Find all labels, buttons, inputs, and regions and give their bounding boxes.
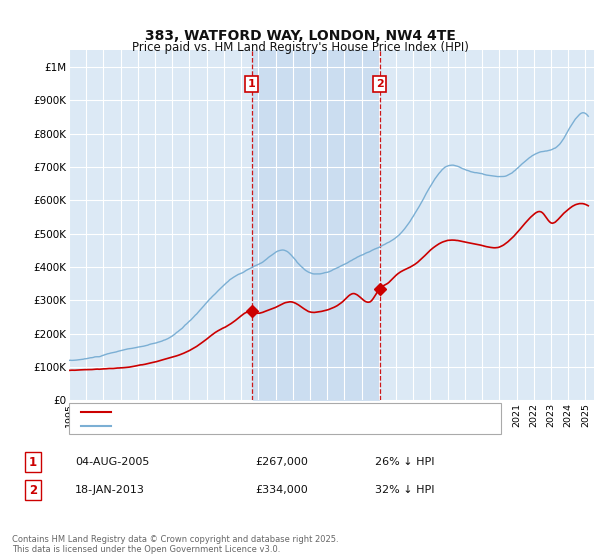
Text: 2: 2 (29, 483, 37, 497)
Text: £267,000: £267,000 (255, 457, 308, 467)
Text: 18-JAN-2013: 18-JAN-2013 (75, 485, 145, 495)
Text: 383, WATFORD WAY, LONDON, NW4 4TE (semi-detached house): 383, WATFORD WAY, LONDON, NW4 4TE (semi-… (117, 407, 430, 417)
Text: Contains HM Land Registry data © Crown copyright and database right 2025.
This d: Contains HM Land Registry data © Crown c… (12, 535, 338, 554)
Text: 26% ↓ HPI: 26% ↓ HPI (375, 457, 434, 467)
Text: 2: 2 (376, 79, 383, 88)
Text: HPI: Average price, semi-detached house, Barnet: HPI: Average price, semi-detached house,… (117, 421, 358, 431)
Text: 383, WATFORD WAY, LONDON, NW4 4TE: 383, WATFORD WAY, LONDON, NW4 4TE (145, 29, 455, 44)
Text: 1: 1 (248, 79, 256, 88)
Text: Price paid vs. HM Land Registry's House Price Index (HPI): Price paid vs. HM Land Registry's House … (131, 41, 469, 54)
Text: 04-AUG-2005: 04-AUG-2005 (75, 457, 149, 467)
Text: £334,000: £334,000 (255, 485, 308, 495)
Text: 32% ↓ HPI: 32% ↓ HPI (375, 485, 434, 495)
Text: 1: 1 (29, 455, 37, 469)
